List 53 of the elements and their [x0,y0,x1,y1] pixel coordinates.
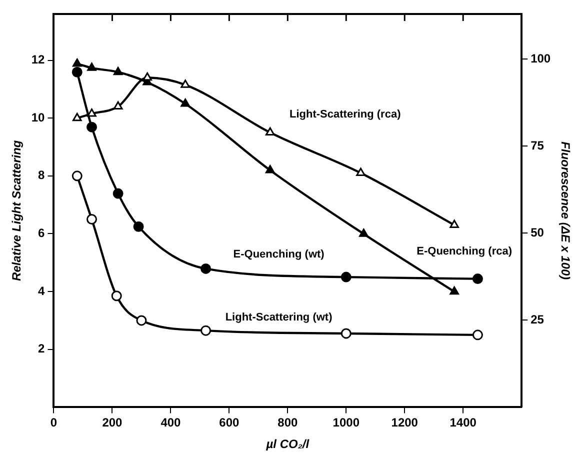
y2-tick-label: 100 [530,52,551,66]
point [113,101,123,110]
point [472,274,483,284]
point [86,214,98,225]
series-label: E-Quenching (rca) [416,246,512,258]
point [472,330,483,340]
point [450,220,459,228]
point [112,188,124,199]
y-tick-label: 10 [31,110,46,124]
point [200,263,212,274]
point [359,228,368,237]
point [340,272,352,282]
point [340,328,352,339]
series-label: Light-Scattering (wt) [225,312,333,324]
point [72,66,82,78]
point [356,168,366,176]
point [180,98,190,107]
point [265,127,275,136]
point [113,66,123,76]
point [133,221,144,232]
x-tick-label: 600 [219,416,240,430]
point [87,108,96,117]
point [72,58,82,67]
point [87,62,96,71]
point [180,80,190,88]
series-label: E-Quenching (wt) [233,248,325,261]
y-tick-label: 6 [38,226,46,240]
point [136,315,147,326]
y2-tick-label: 75 [530,138,544,153]
x-tick-label: 1000 [332,416,360,430]
point [450,286,459,295]
y-axis-title: Relative Light Scattering [10,140,24,281]
y2-axis-title: Fluorescence (ΔE x 100) [558,142,572,280]
y-tick-label: 2 [38,342,46,356]
y-tick-label: 8 [38,168,46,182]
y2-tick-label: 25 [530,312,544,327]
point [111,290,122,302]
x-tick-label: 0 [50,416,58,430]
y-tick-label: 4 [38,284,46,298]
y2-tick-label: 50 [530,226,544,240]
point [200,325,212,336]
y-tick-label: 12 [31,52,46,67]
point [72,170,82,182]
x-tick-label: 1200 [391,416,418,430]
x-axis-title: µl CO₂/l [265,437,310,452]
point [72,112,82,122]
point [86,122,98,132]
x-tick-label: 400 [160,416,182,430]
x-tick-label: 1400 [450,416,477,430]
x-tick-label: 200 [102,416,123,430]
series-label: Light-Scattering (rca) [290,108,402,121]
x-tick-label: 800 [278,416,298,430]
point [265,164,275,174]
